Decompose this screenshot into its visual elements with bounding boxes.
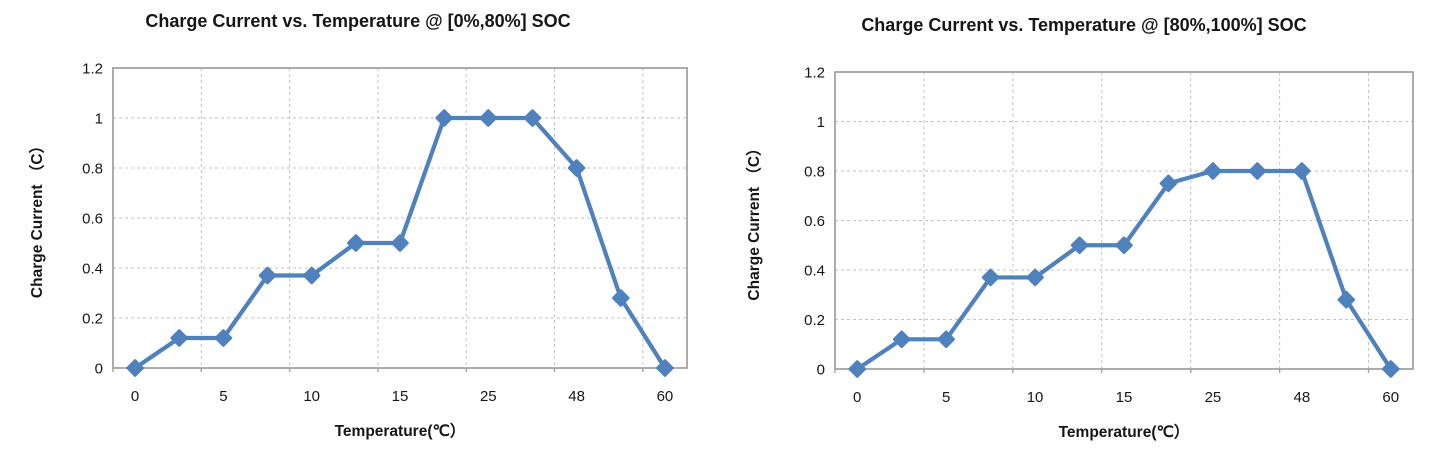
x-tick-label: 60 <box>1382 389 1399 406</box>
data-point-marker <box>523 109 542 127</box>
x-axis-title: Temperature(℃） <box>335 422 466 440</box>
data-point-marker <box>1159 174 1178 193</box>
data-point-marker <box>1381 360 1400 378</box>
chart-charge-current-0-80-soc: 0 0.2 0.4 0.6 0.8 1 1.2 0 5 10 15 25 48 60 Charge Curr… <box>0 0 717 456</box>
y-tick-label: 0.4 <box>82 261 103 278</box>
y-axis-title: Charge Current （C） <box>745 140 763 300</box>
x-tick-label: 48 <box>568 388 585 405</box>
data-point-marker <box>567 159 586 177</box>
chart-0-80-canvas: 0 0.2 0.4 0.6 0.8 1 1.2 0 5 10 15 25 48 60 Charge Curr… <box>28 11 688 440</box>
y-tick-label: 0.6 <box>804 213 825 230</box>
x-axis-title: Temperature(℃） <box>1059 423 1190 441</box>
data-point-marker <box>1248 162 1267 180</box>
data-point-marker <box>611 289 630 307</box>
data-point-marker <box>937 330 956 349</box>
data-point-marker <box>848 360 867 378</box>
y-tick-label: 0.4 <box>804 263 825 280</box>
data-point-marker <box>656 359 674 377</box>
data-point-marker <box>892 330 911 349</box>
x-tick-label: 5 <box>219 388 227 405</box>
y-tick-label: 0 <box>95 361 103 378</box>
y-axis-title: Charge Current （C） <box>28 138 46 298</box>
plot-area-border <box>834 71 1414 370</box>
chart-charge-current-80-100-soc: 0 0.2 0.4 0.6 0.8 1 1.2 0 5 10 15 25 48 60 Charge Curr… <box>717 0 1434 456</box>
data-point-marker <box>479 109 498 127</box>
data-point-marker <box>302 266 321 285</box>
x-tick-label: 0 <box>131 388 139 405</box>
data-point-marker <box>981 268 1000 287</box>
y-tick-label: 1 <box>817 114 825 131</box>
x-tick-label: 10 <box>1027 389 1044 406</box>
data-point-marker <box>126 359 144 377</box>
data-point-marker <box>1026 268 1044 287</box>
x-tick-label: 60 <box>657 388 674 405</box>
x-tick-label: 25 <box>480 388 497 405</box>
x-tick-label: 5 <box>942 389 950 406</box>
y-tick-label: 0.8 <box>804 164 825 181</box>
x-tick-label: 15 <box>1116 389 1133 406</box>
chart-80-100-canvas: 0 0.2 0.4 0.6 0.8 1 1.2 0 5 10 15 25 48 60 Charge Curr… <box>745 15 1414 441</box>
y-tick-label: 0.8 <box>82 161 103 178</box>
y-tick-label: 0 <box>817 362 825 379</box>
data-point-marker <box>1337 290 1356 309</box>
y-tick-label: 0.2 <box>82 311 103 328</box>
y-tick-label: 0.2 <box>804 312 825 329</box>
x-tick-label: 25 <box>1205 389 1222 406</box>
chart-title: Charge Current vs. Temperature @ [0%,80%… <box>145 11 570 31</box>
data-point-marker <box>1292 162 1311 180</box>
data-point-marker <box>346 234 365 252</box>
data-point-marker <box>214 329 233 347</box>
data-point-marker <box>170 329 189 347</box>
x-tick-label: 0 <box>853 389 861 406</box>
data-point-marker <box>435 109 454 127</box>
y-tick-label: 0.6 <box>82 211 103 228</box>
data-point-marker <box>1204 162 1222 180</box>
chart-title: Charge Current vs. Temperature @ [80%,10… <box>861 15 1306 35</box>
plot-area-border <box>112 67 688 369</box>
x-tick-label: 10 <box>303 388 320 405</box>
y-tick-label: 1.2 <box>804 65 825 82</box>
x-tick-label: 48 <box>1294 389 1311 406</box>
y-tick-label: 1 <box>95 111 103 128</box>
data-point-marker <box>1115 236 1133 255</box>
data-point-marker <box>391 234 409 252</box>
y-tick-label: 1.2 <box>82 61 103 78</box>
x-tick-label: 15 <box>392 388 409 405</box>
data-point-marker <box>1070 236 1089 255</box>
data-point-marker <box>258 266 277 285</box>
